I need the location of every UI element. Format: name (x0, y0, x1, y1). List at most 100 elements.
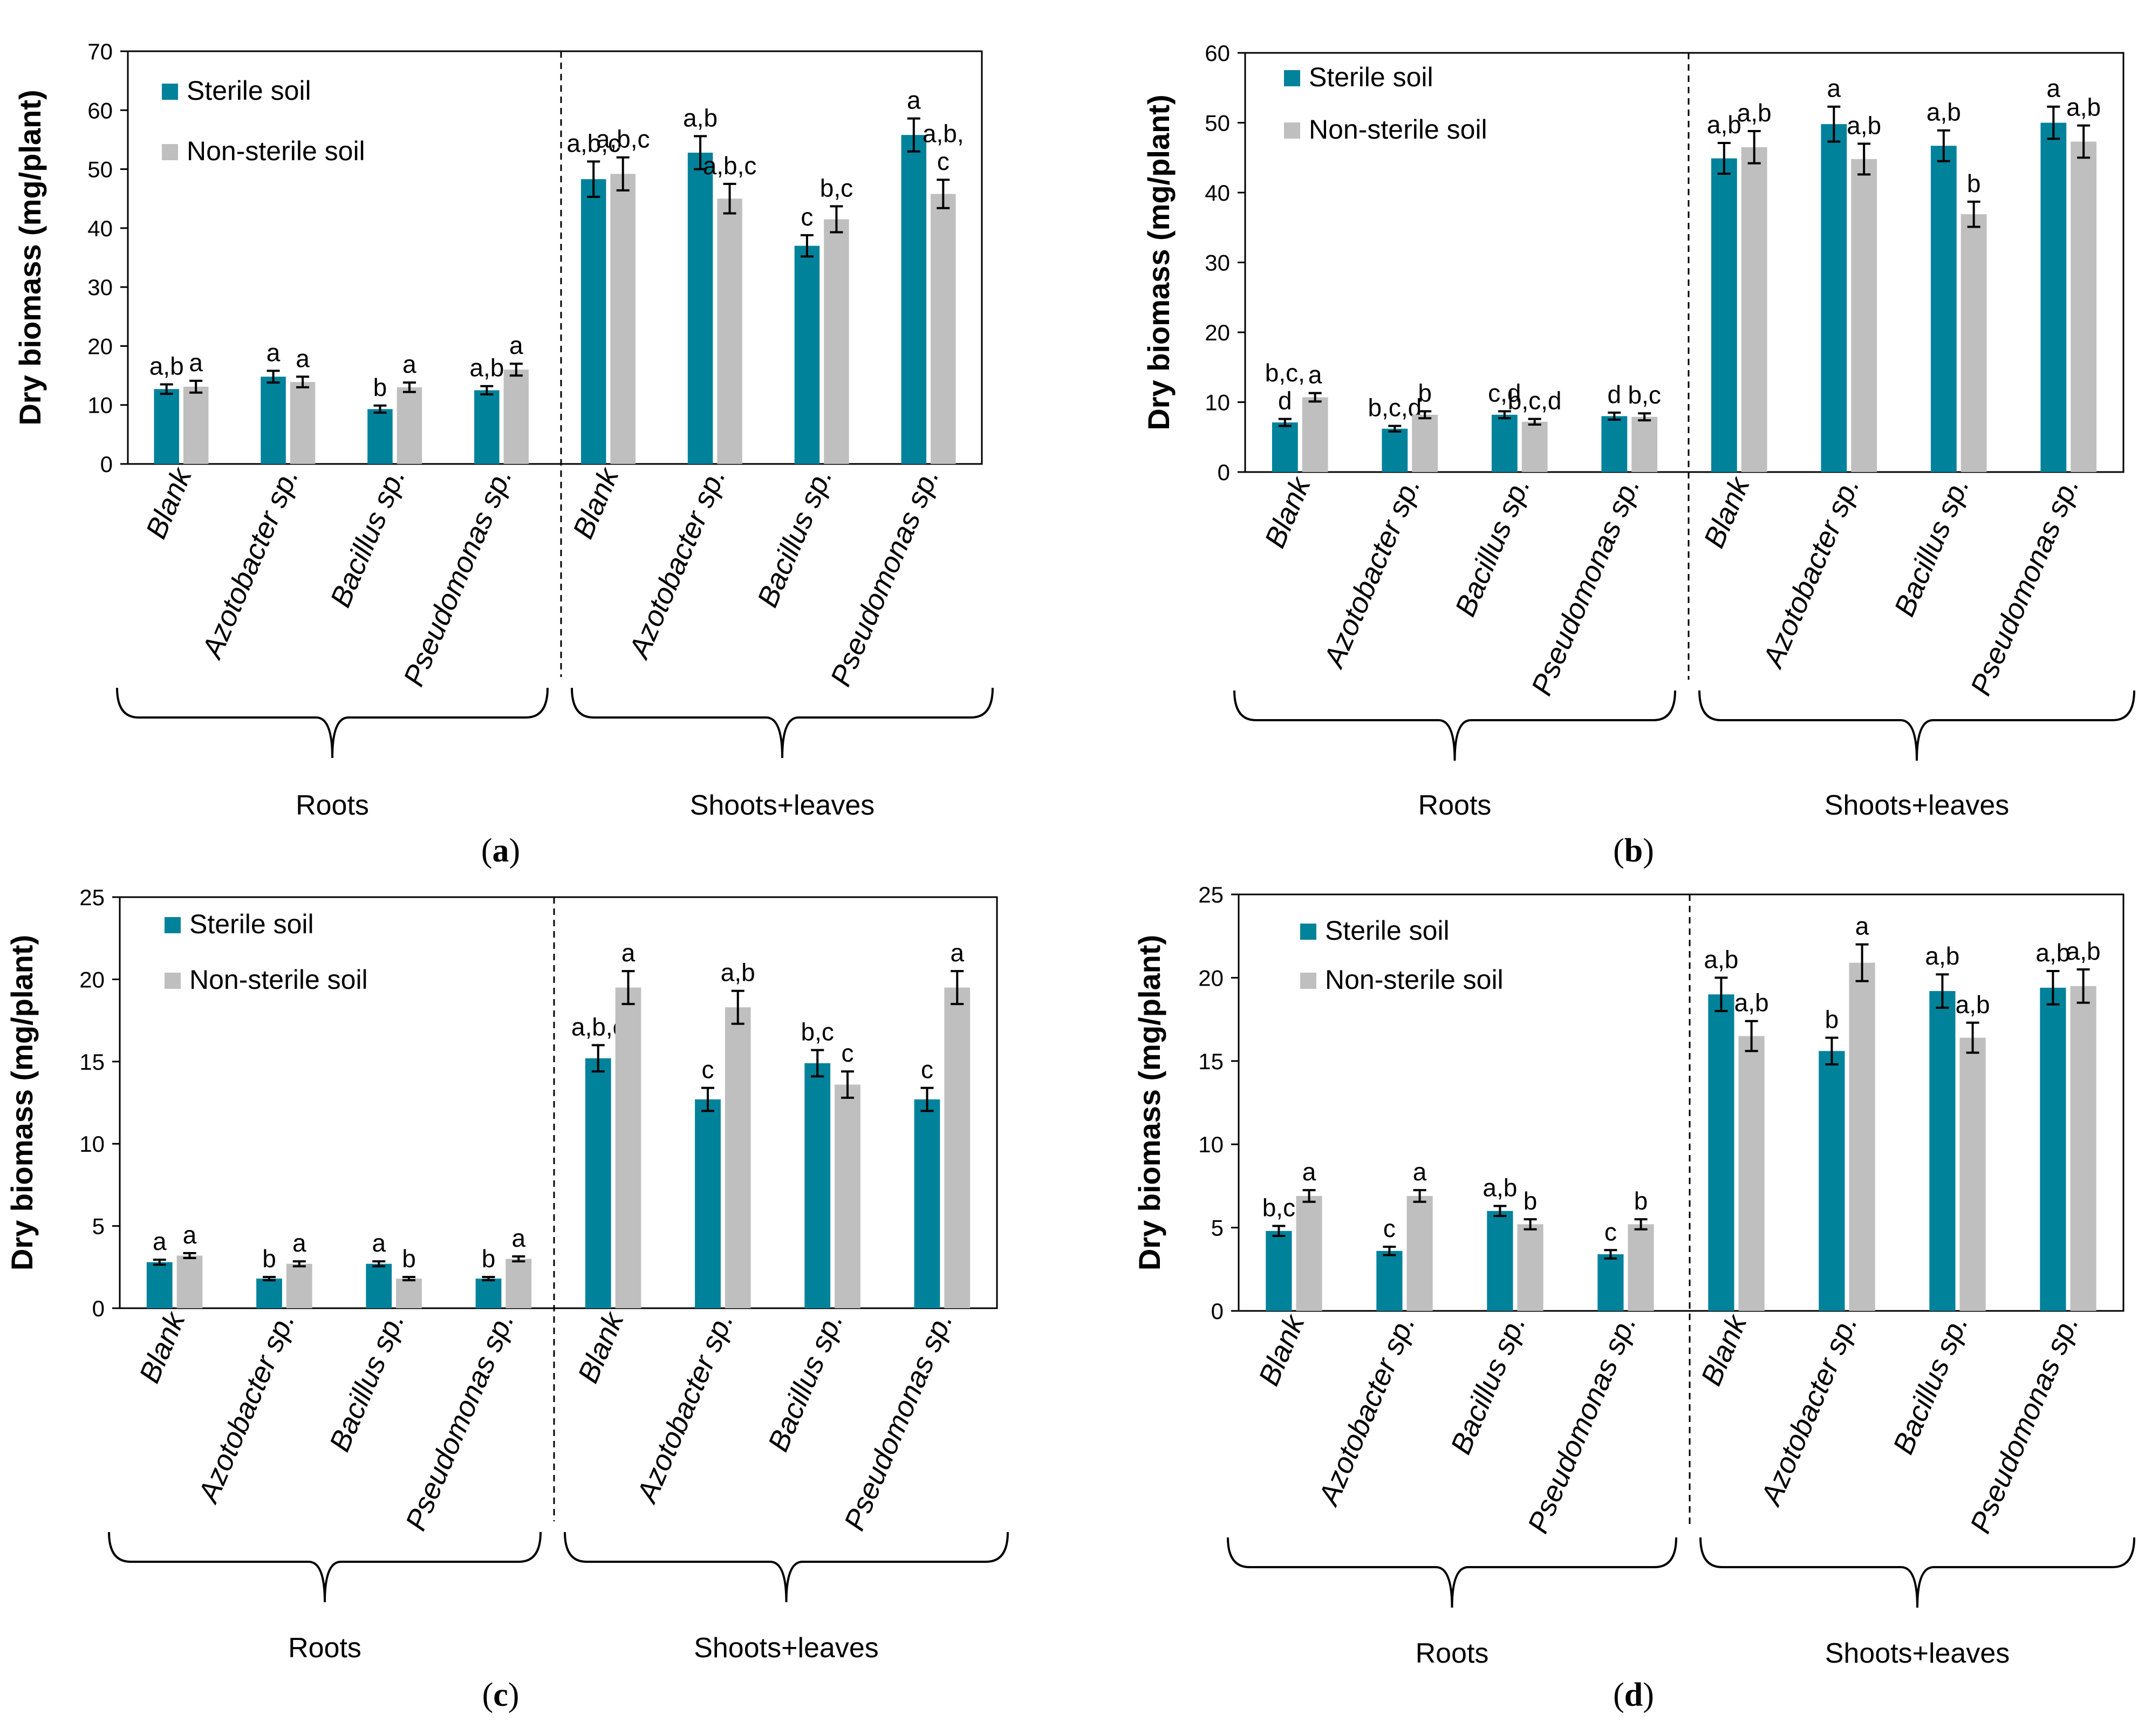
bar (154, 389, 179, 464)
bar (397, 387, 422, 464)
y-tick-label: 10 (79, 1131, 105, 1157)
y-tick-label: 10 (87, 393, 113, 418)
bar (914, 1099, 940, 1308)
significance-letter: a (1855, 912, 1869, 940)
significance-letter: a (907, 86, 921, 114)
group-bracket (564, 1532, 1009, 1603)
bar (503, 370, 529, 464)
legend-label: Sterile soil (187, 76, 311, 106)
significance-letter: d (1608, 380, 1622, 408)
significance-letter: b,c (801, 1017, 834, 1045)
legend-swatch (1284, 122, 1300, 139)
y-tick-label: 25 (79, 885, 105, 910)
y-tick-label: 30 (1205, 250, 1230, 276)
legend-swatch (162, 144, 178, 160)
significance-letter: a (950, 939, 964, 967)
bar (1296, 1195, 1322, 1311)
plot-area (1238, 893, 2124, 1312)
significance-letter: c (842, 1039, 854, 1067)
category-label: Pseudomonas sp. (824, 463, 945, 691)
y-tick-label: 15 (1198, 1049, 1224, 1074)
bar (2070, 986, 2096, 1311)
significance-letter: c (701, 1056, 714, 1084)
significance-letter: a,b (469, 354, 504, 382)
significance-letter: b (1524, 1187, 1538, 1215)
significance-letter: b,c,d (1508, 387, 1562, 415)
significance-letter: a (1302, 1158, 1316, 1186)
significance-letter: a (2047, 74, 2061, 102)
category-label: Blank (1698, 471, 1757, 552)
category-label: Bacillus sp. (323, 1308, 411, 1456)
category-label: Bacillus sp. (1449, 473, 1536, 621)
significance-letter: c (1383, 1214, 1396, 1242)
chart-panel-c: 0 5 10 15 20 25 Dry biomass (mg/plant) Sterile … (5, 885, 1009, 1713)
significance-letter: a,b (1927, 98, 1961, 126)
significance-letter: a,b (721, 959, 755, 987)
bar (1266, 1231, 1292, 1311)
category-label: Azotobacter sp. (1756, 473, 1866, 673)
bar (1851, 159, 1877, 473)
category-label: Blank (140, 462, 199, 543)
category-label: Bacillus sp. (751, 463, 838, 612)
group-bracket (1698, 690, 2135, 761)
significance-letter: a,b (1847, 111, 1881, 139)
panel-label: (a) (481, 832, 520, 869)
bar (901, 135, 927, 464)
y-tick-label: 30 (87, 275, 113, 300)
y-tick-label: 20 (87, 333, 113, 359)
group-bracket (1699, 1537, 2135, 1608)
category-label: Azotobacter sp. (1312, 1310, 1422, 1511)
category-label: Pseudomonas sp. (1521, 1310, 1642, 1537)
legend-swatch (1300, 973, 1316, 989)
bar (2071, 141, 2097, 473)
significance-letter: a,b (1737, 99, 1772, 127)
bar (1521, 421, 1548, 472)
significance-letter: b (1418, 379, 1432, 407)
significance-letter: a,b (1734, 989, 1769, 1017)
significance-letter: b,c (1262, 1194, 1295, 1222)
bar (1491, 414, 1518, 472)
y-tick-label: 15 (79, 1049, 105, 1075)
category-label: Bacillus sp. (1445, 1310, 1532, 1459)
y-tick-label: 25 (1198, 882, 1224, 907)
bar (1821, 124, 1847, 473)
bar (824, 219, 849, 464)
category-label: Blank (1695, 1309, 1754, 1390)
y-tick-label: 0 (100, 452, 113, 477)
significance-letter: b (482, 1245, 496, 1273)
bar (1487, 1211, 1513, 1311)
bar (695, 1099, 721, 1308)
y-tick-label: 40 (87, 216, 113, 241)
legend-label: Non-sterile soil (187, 136, 365, 166)
group-label: Roots (1418, 790, 1492, 821)
bar (1819, 1051, 1845, 1311)
category-label: Blank (133, 1306, 192, 1388)
panel-letter: b (1624, 832, 1643, 869)
significance-letter: a,b (1956, 990, 1990, 1019)
y-tick-label: 40 (1205, 180, 1230, 206)
bar (475, 1279, 502, 1308)
significance-letter: c (801, 203, 813, 231)
significance-letter: b (1967, 169, 1981, 197)
legend-label: Non-sterile soil (1325, 965, 1504, 995)
category-label: Azotobacter sp. (622, 463, 732, 664)
bar (1302, 397, 1328, 472)
significance-letter: a (267, 338, 281, 366)
group-label: Shoots+leaves (1825, 1638, 2010, 1669)
y-axis-title: Dry biomass (mg/plant) (1142, 94, 1176, 430)
bar (1960, 214, 1987, 472)
y-tick-label: 70 (87, 39, 113, 64)
significance-letter: a,b,c (923, 120, 964, 176)
significance-letter: b (1634, 1187, 1648, 1215)
y-tick-label: 0 (1218, 460, 1230, 485)
group-label: Shoots+leaves (1825, 790, 2010, 821)
significance-letter: b (1825, 1006, 1839, 1034)
group-bracket (1227, 1537, 1677, 1608)
panel-letter: a (493, 832, 509, 869)
y-tick-label: 0 (92, 1296, 105, 1321)
bar (615, 987, 641, 1308)
bar (1517, 1224, 1543, 1311)
bar (505, 1259, 532, 1308)
y-tick-label: 20 (1198, 965, 1224, 990)
y-tick-label: 0 (1211, 1298, 1224, 1324)
